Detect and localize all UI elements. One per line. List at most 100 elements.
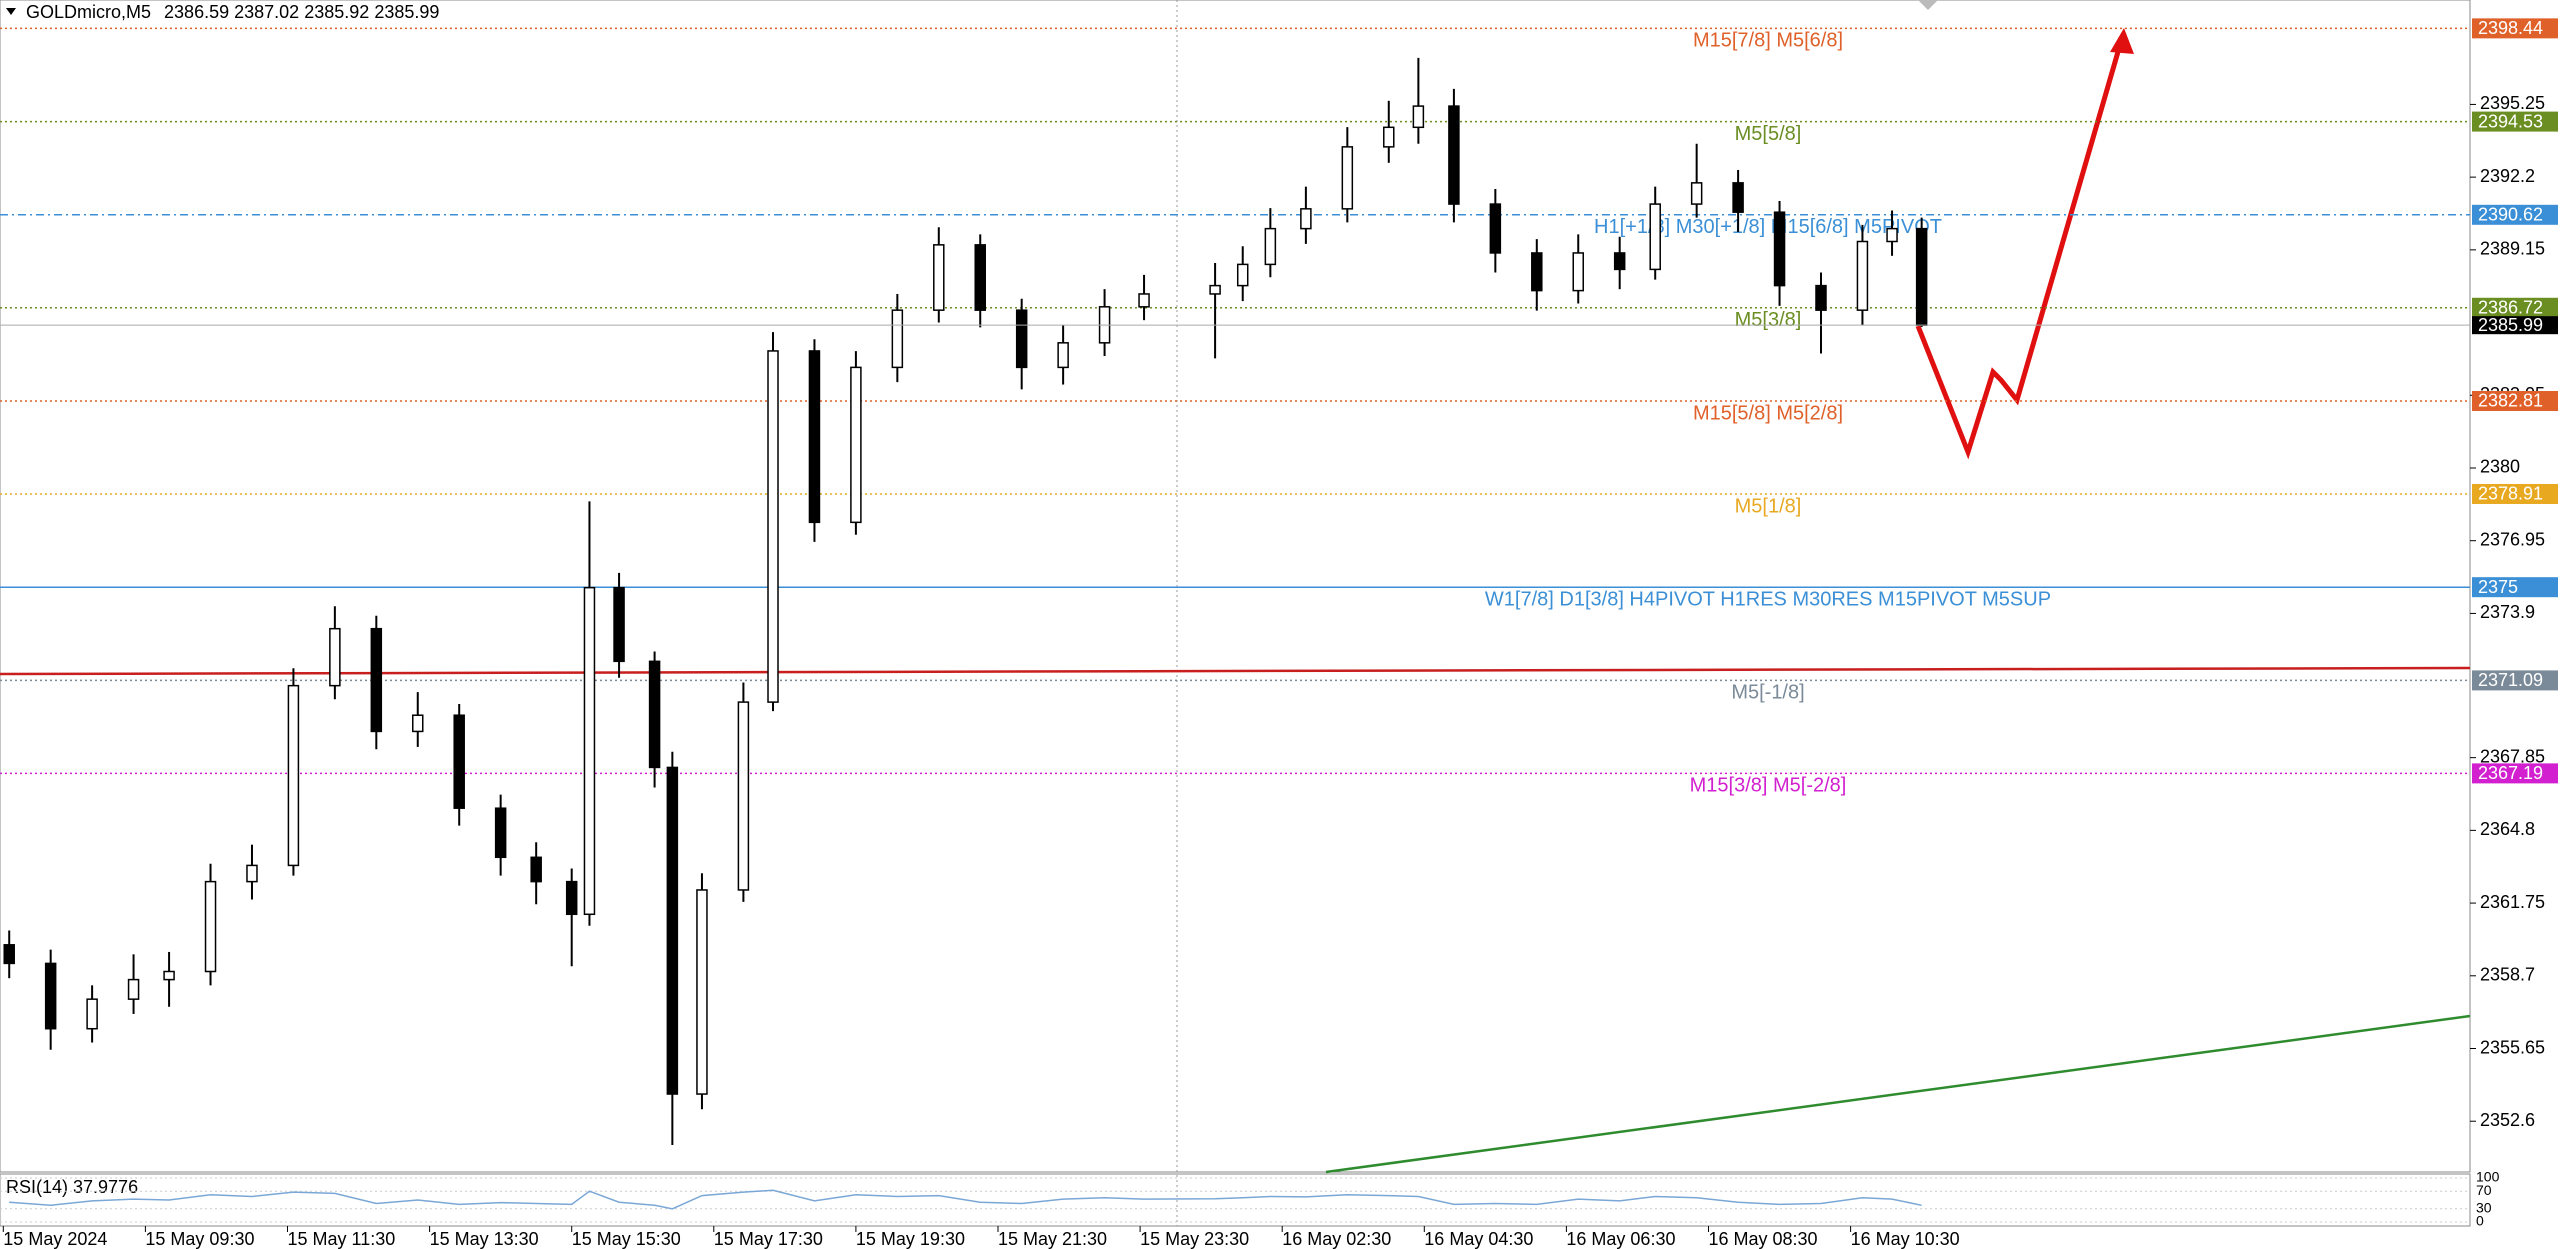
x-tick-label: 15 May 13:30 — [430, 1229, 539, 1249]
red-line — [0, 666, 2471, 676]
candle-body — [1572, 252, 1584, 292]
x-tick-label: 16 May 02:30 — [1282, 1229, 1391, 1249]
high: 2387.02 — [234, 2, 299, 22]
candle-body — [737, 701, 750, 891]
candle-body — [1915, 227, 1928, 326]
price-label-box — [2472, 390, 2558, 411]
price-label: 2371.09 — [2478, 670, 2543, 690]
candle-body — [287, 684, 300, 867]
candle-body — [44, 962, 57, 1030]
x-tick-label: 15 May 17:30 — [714, 1229, 823, 1249]
price-label: 2398.44 — [2478, 18, 2543, 38]
candle-body — [613, 586, 625, 663]
candle-body — [850, 366, 862, 524]
level-label: W1[7/8] D1[3/8] H4PIVOT H1RES M30RES M15… — [1485, 588, 2051, 610]
candle-body — [370, 627, 383, 733]
x-tick-label: 15 May 21:30 — [998, 1229, 1107, 1249]
level-label: M5[1/8] — [1735, 495, 1802, 517]
x-tick-label: 15 May 11:30 — [288, 1229, 396, 1249]
price-label-box — [2472, 483, 2558, 504]
rsi-tick-label: 0 — [2476, 1213, 2484, 1229]
y-tick-label: 2361.75 — [2480, 892, 2545, 912]
rsi-tick-label: 30 — [2476, 1200, 2492, 1216]
symbol: GOLDmicro,M5 — [26, 2, 151, 22]
forecast-arrow — [1915, 37, 2125, 460]
price-label: 2390.62 — [2478, 205, 2543, 225]
x-tick-label: 16 May 10:30 — [1851, 1229, 1960, 1249]
candle-body — [1613, 252, 1626, 271]
candle-body — [1236, 263, 1249, 287]
x-tick-label: 15 May 23:30 — [1140, 1229, 1249, 1249]
price-label: 2386.72 — [2478, 298, 2543, 318]
x-tick-label: 15 May 15:30 — [572, 1229, 681, 1249]
rsi-tick-label: 100 — [2476, 1169, 2500, 1185]
level-label: M5[-1/8] — [1731, 682, 1804, 704]
candle-body — [666, 766, 679, 1095]
main-panel — [0, 0, 2471, 1173]
candle-body — [1412, 105, 1425, 129]
rsi-title: RSI(14) 37.9776 — [6, 1177, 138, 1197]
low: 2385.92 — [304, 2, 369, 22]
candle-body — [86, 998, 98, 1030]
y-tick-label: 2376.95 — [2480, 529, 2545, 549]
close: 2385.99 — [374, 2, 439, 22]
candle-body — [204, 880, 217, 973]
x-tick-label: 16 May 08:30 — [1709, 1229, 1818, 1249]
candle-body — [530, 856, 542, 883]
candle-body — [1531, 252, 1543, 292]
level-label: M5[5/8] — [1735, 123, 1802, 145]
candle-body — [1383, 126, 1395, 148]
candle-body — [1690, 182, 1703, 205]
x-tick-label: 15 May 19:30 — [856, 1229, 965, 1249]
y-tick-label: 2389.15 — [2480, 239, 2545, 259]
candle-body — [163, 970, 175, 981]
candle-body — [1264, 227, 1277, 266]
y-tick-label: 2395.25 — [2480, 93, 2545, 113]
header: GOLDmicro,M5 2386.59 2387.02 2385.92 238… — [26, 2, 439, 22]
x-tick-label: 16 May 04:30 — [1424, 1229, 1533, 1249]
candle-body — [453, 714, 465, 809]
candle-body — [583, 586, 596, 916]
x-tick-label: 15 May 2024 — [3, 1229, 107, 1249]
candle-body — [891, 309, 904, 369]
price-label: 2375 — [2478, 577, 2518, 597]
price-label-box — [2472, 111, 2558, 132]
price-label-box — [2472, 670, 2558, 691]
rsi-line — [9, 1189, 1922, 1210]
candle-body — [1815, 284, 1827, 311]
level-label: H1[+1/8] M30[+1/8] M15[6/8] M5PIVOT — [1594, 216, 1942, 238]
candle-body — [494, 807, 507, 859]
menu-triangle — [6, 8, 16, 15]
candle-body — [767, 350, 779, 703]
price-label: 2382.81 — [2478, 391, 2543, 411]
level-label: M5[3/8] — [1735, 309, 1802, 331]
candle-body — [127, 978, 140, 1000]
candle-body — [565, 880, 578, 916]
candle-body — [696, 889, 708, 1095]
price-label-box — [2472, 297, 2558, 318]
candle-body — [1057, 342, 1069, 369]
y-tick-label: 2352.6 — [2480, 1110, 2535, 1130]
x-tick-label: 15 May 09:30 — [145, 1229, 254, 1249]
candle-body — [1773, 211, 1786, 287]
level-label: M15[5/8] M5[2/8] — [1693, 402, 1843, 424]
open: 2386.59 — [164, 2, 229, 22]
price-label: 2378.91 — [2478, 484, 2543, 504]
candle-body — [246, 864, 258, 883]
candle-body — [1649, 203, 1661, 271]
level-label: M15[7/8] M5[6/8] — [1693, 30, 1843, 52]
candle-body — [1489, 203, 1502, 254]
y-tick-label: 2373.9 — [2480, 602, 2535, 622]
y-tick-label: 2392.2 — [2480, 166, 2535, 186]
shift-marker — [1918, 0, 1938, 10]
price-label-box — [2472, 577, 2558, 598]
candle-body — [1300, 208, 1312, 230]
level-label: M15[3/8] M5[-2/8] — [1690, 775, 1847, 797]
price-label-box — [2472, 763, 2558, 784]
x-tick-label: 16 May 06:30 — [1566, 1229, 1675, 1249]
candle-body — [1138, 293, 1150, 308]
price-label-box — [2472, 18, 2558, 39]
candle-body — [3, 944, 15, 965]
candle-body — [329, 627, 341, 687]
